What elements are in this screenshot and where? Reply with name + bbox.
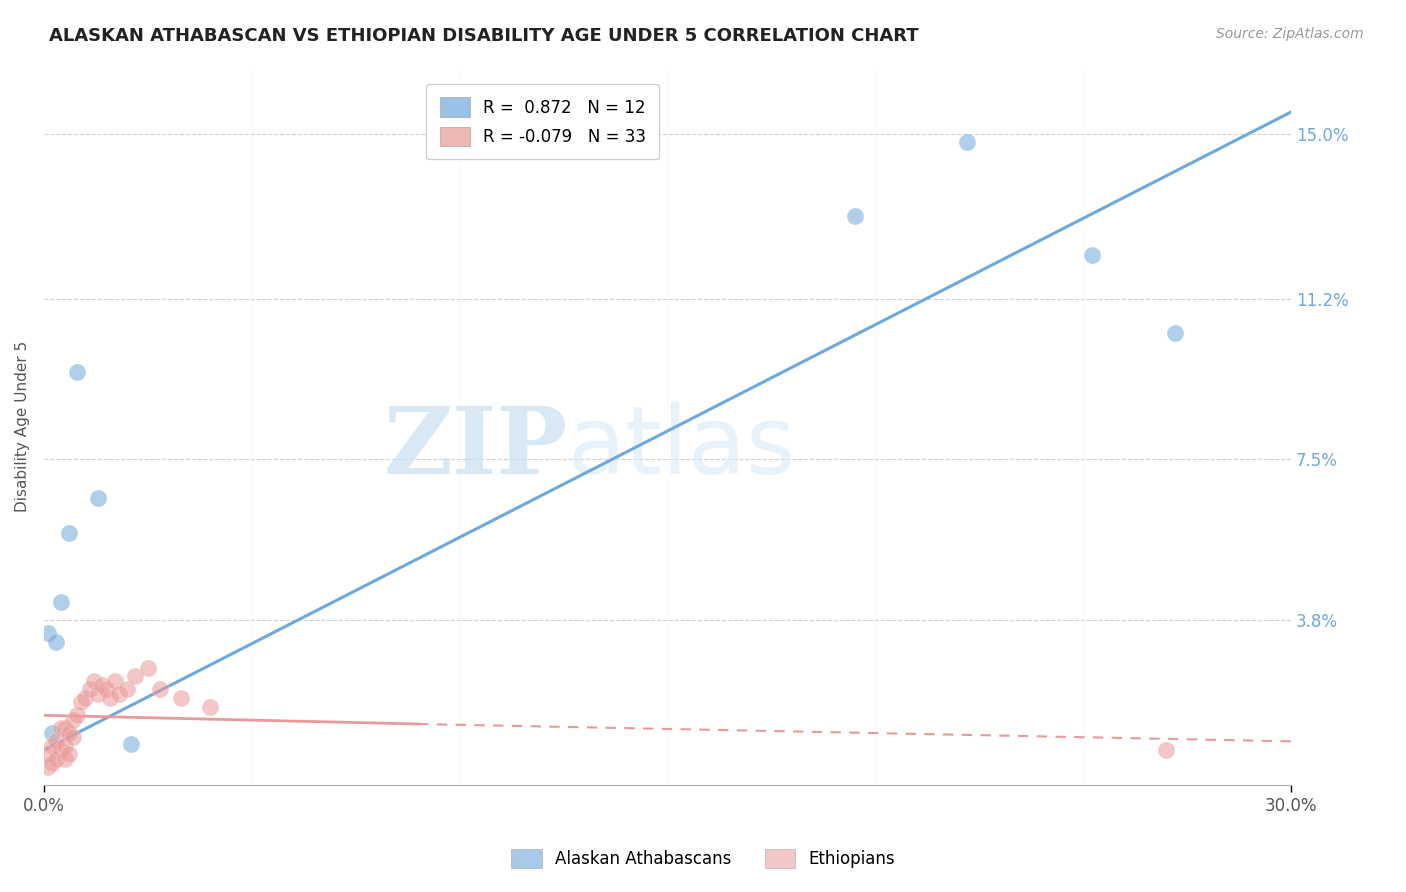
Point — [41, 739, 63, 753]
Point — [844, 209, 866, 223]
Text: ALASKAN ATHABASCAN VS ETHIOPIAN DISABILITY AGE UNDER 5 CORRELATION CHART: ALASKAN ATHABASCAN VS ETHIOPIAN DISABILI… — [49, 27, 920, 45]
Point — [66, 708, 89, 723]
Point — [45, 734, 67, 748]
Point — [115, 682, 138, 697]
Point — [1164, 326, 1187, 341]
Point — [103, 673, 125, 688]
Point — [87, 491, 110, 506]
Point — [79, 682, 101, 697]
Text: atlas: atlas — [568, 402, 796, 494]
Text: ZIP: ZIP — [384, 403, 568, 493]
Point — [120, 737, 142, 751]
Point — [41, 725, 63, 739]
Point — [49, 743, 72, 757]
Point — [58, 725, 80, 739]
Point — [37, 625, 59, 640]
Point — [49, 722, 72, 736]
Point — [62, 730, 84, 744]
Legend: R =  0.872   N = 12, R = -0.079   N = 33: R = 0.872 N = 12, R = -0.079 N = 33 — [426, 84, 659, 159]
Point — [87, 687, 110, 701]
Point — [75, 690, 97, 705]
Point — [1156, 743, 1178, 757]
Point — [956, 136, 979, 150]
Point — [58, 747, 80, 762]
Point — [37, 747, 59, 762]
Legend: Alaskan Athabascans, Ethiopians: Alaskan Athabascans, Ethiopians — [505, 842, 901, 875]
Point — [149, 682, 172, 697]
Point — [53, 722, 76, 736]
Point — [107, 687, 129, 701]
Point — [53, 752, 76, 766]
Point — [136, 660, 159, 674]
Point — [96, 682, 118, 697]
Point — [91, 678, 114, 692]
Point — [62, 713, 84, 727]
Point — [37, 760, 59, 774]
Point — [200, 699, 222, 714]
Point — [1080, 248, 1102, 262]
Point — [53, 739, 76, 753]
Point — [66, 365, 89, 379]
Point — [70, 695, 93, 709]
Point — [45, 634, 67, 648]
Point — [58, 526, 80, 541]
Point — [170, 690, 193, 705]
Point — [124, 669, 146, 683]
Point — [83, 673, 105, 688]
Point — [49, 595, 72, 609]
Point — [41, 756, 63, 770]
Y-axis label: Disability Age Under 5: Disability Age Under 5 — [15, 341, 30, 512]
Point — [45, 752, 67, 766]
Text: Source: ZipAtlas.com: Source: ZipAtlas.com — [1216, 27, 1364, 41]
Point — [100, 690, 122, 705]
